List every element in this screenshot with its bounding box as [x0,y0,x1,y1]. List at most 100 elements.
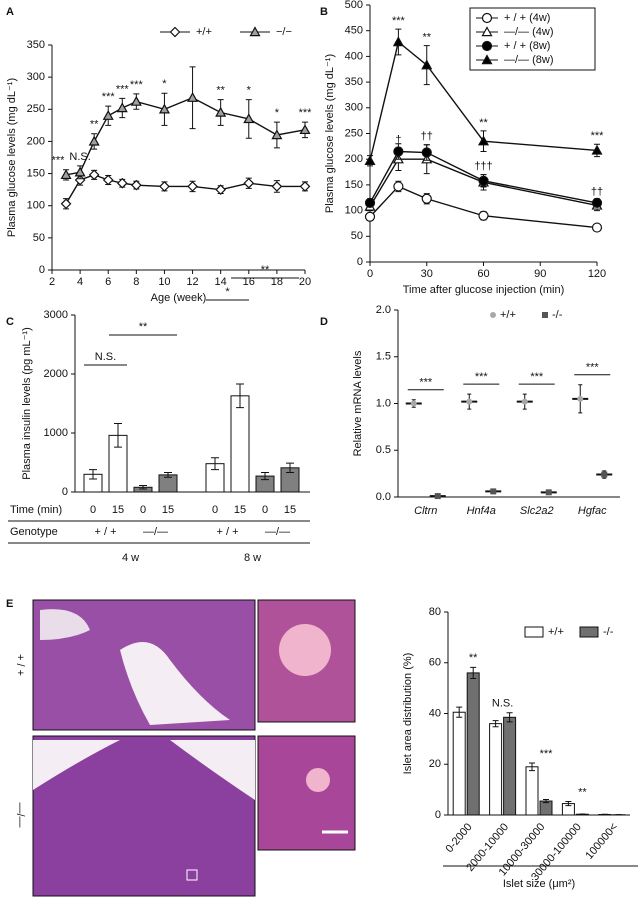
marker [299,124,311,135]
marker [130,179,142,191]
legend-label: —/— (4w) [504,26,554,38]
marker [481,12,493,24]
x-tick-label: 15 [284,504,296,516]
axis [397,310,620,498]
marker [88,169,100,181]
y-tick-label: 60 [429,657,441,669]
panel-label: A [6,6,14,18]
x-tick-label: 0 [367,268,373,280]
marker [271,129,283,140]
image-detail [33,740,120,790]
y-tick-label: 40 [429,707,441,719]
marker [102,174,114,186]
marker [60,169,72,180]
x-tick-label: Cltrn [414,505,437,517]
legend-marker [490,312,496,318]
genotype-label: —/— [143,526,168,538]
y-tick-label: 200 [345,153,363,165]
y-tick-label: 250 [345,127,363,139]
x-tick-label: Slc2a2 [520,505,554,517]
error-bar [470,666,477,679]
y-axis-label: Plasma glucose levels (mg dL⁻¹) [6,78,18,237]
point [577,395,584,402]
marker [421,147,432,158]
marker [271,181,283,192]
error-bar [164,472,172,478]
marker [392,36,404,47]
marker [421,59,433,70]
error-bar [579,813,586,815]
series-line [65,174,305,205]
error-bar [114,423,122,448]
y-tick-label: 350 [345,76,363,88]
y-axis-label: Islet area distribution (%) [402,653,414,775]
marker [477,135,490,146]
y-tick-label: 300 [345,102,363,114]
y-tick-label: 500 [345,0,363,11]
point [434,493,441,500]
marker [215,106,227,117]
bar [452,711,466,816]
significance: ** [469,652,478,664]
bracket-label: * [225,286,230,298]
marker [249,26,261,37]
marker [481,26,493,37]
x-tick-label: 18 [271,276,283,288]
bar [489,723,503,816]
marker [299,181,311,192]
x-tick-label: 8 [133,276,139,288]
row-label: Time (min) [10,504,62,516]
significance: *** [591,130,605,142]
age-label: 4 w [122,552,139,564]
legend-label: −/− [276,26,292,38]
y-tick-label: 20 [429,758,441,770]
genotype-label: + / + [216,526,238,538]
marker [187,181,198,192]
error-bar [543,799,549,804]
marker [116,102,128,113]
y-tick-label: 2.0 [376,304,391,316]
x-axis-label: Time after glucose injection (min) [403,284,565,296]
y-tick-label: 300 [27,71,45,83]
y-tick-label: 50 [351,230,363,242]
significance: *** [299,107,313,119]
error-bar [506,712,513,723]
x-tick-label: 12 [186,276,198,288]
islet [279,624,331,676]
significance: †† [591,186,603,198]
significance: *** [530,371,544,383]
point [545,489,552,496]
significance: ** [90,119,99,131]
marker [364,155,376,165]
significance: *** [52,155,66,167]
significance: ** [216,85,225,97]
row-label: Genotype [10,526,58,538]
significance: ** [479,117,488,129]
significance: ** [422,32,431,44]
y-tick-label: 150 [27,167,45,179]
series-line [369,185,598,229]
significance: † [395,134,401,146]
marker [591,197,603,208]
legend-label: -/- [552,309,563,321]
x-tick-label: 10 [158,276,170,288]
marker [187,91,199,102]
marker [130,95,142,106]
y-tick-label: 80 [429,606,441,618]
error-bar [529,762,535,772]
bar [503,716,517,816]
x-tick-label: 0 [90,504,96,516]
y-tick-label: 0.5 [376,444,391,456]
significance: *** [130,79,144,91]
y-tick-label: 0 [357,256,363,268]
image-box [186,869,198,881]
legend-label: +/+ [500,309,516,321]
y-axis-label: Relative mRNA levels [352,350,364,456]
legend-label: + / + (8w) [504,40,550,52]
y-tick-label: 450 [345,25,363,37]
marker [116,177,128,189]
x-tick-label: 0 [140,504,146,516]
x-tick-label: 120 [588,268,606,280]
error-bar [565,801,572,807]
